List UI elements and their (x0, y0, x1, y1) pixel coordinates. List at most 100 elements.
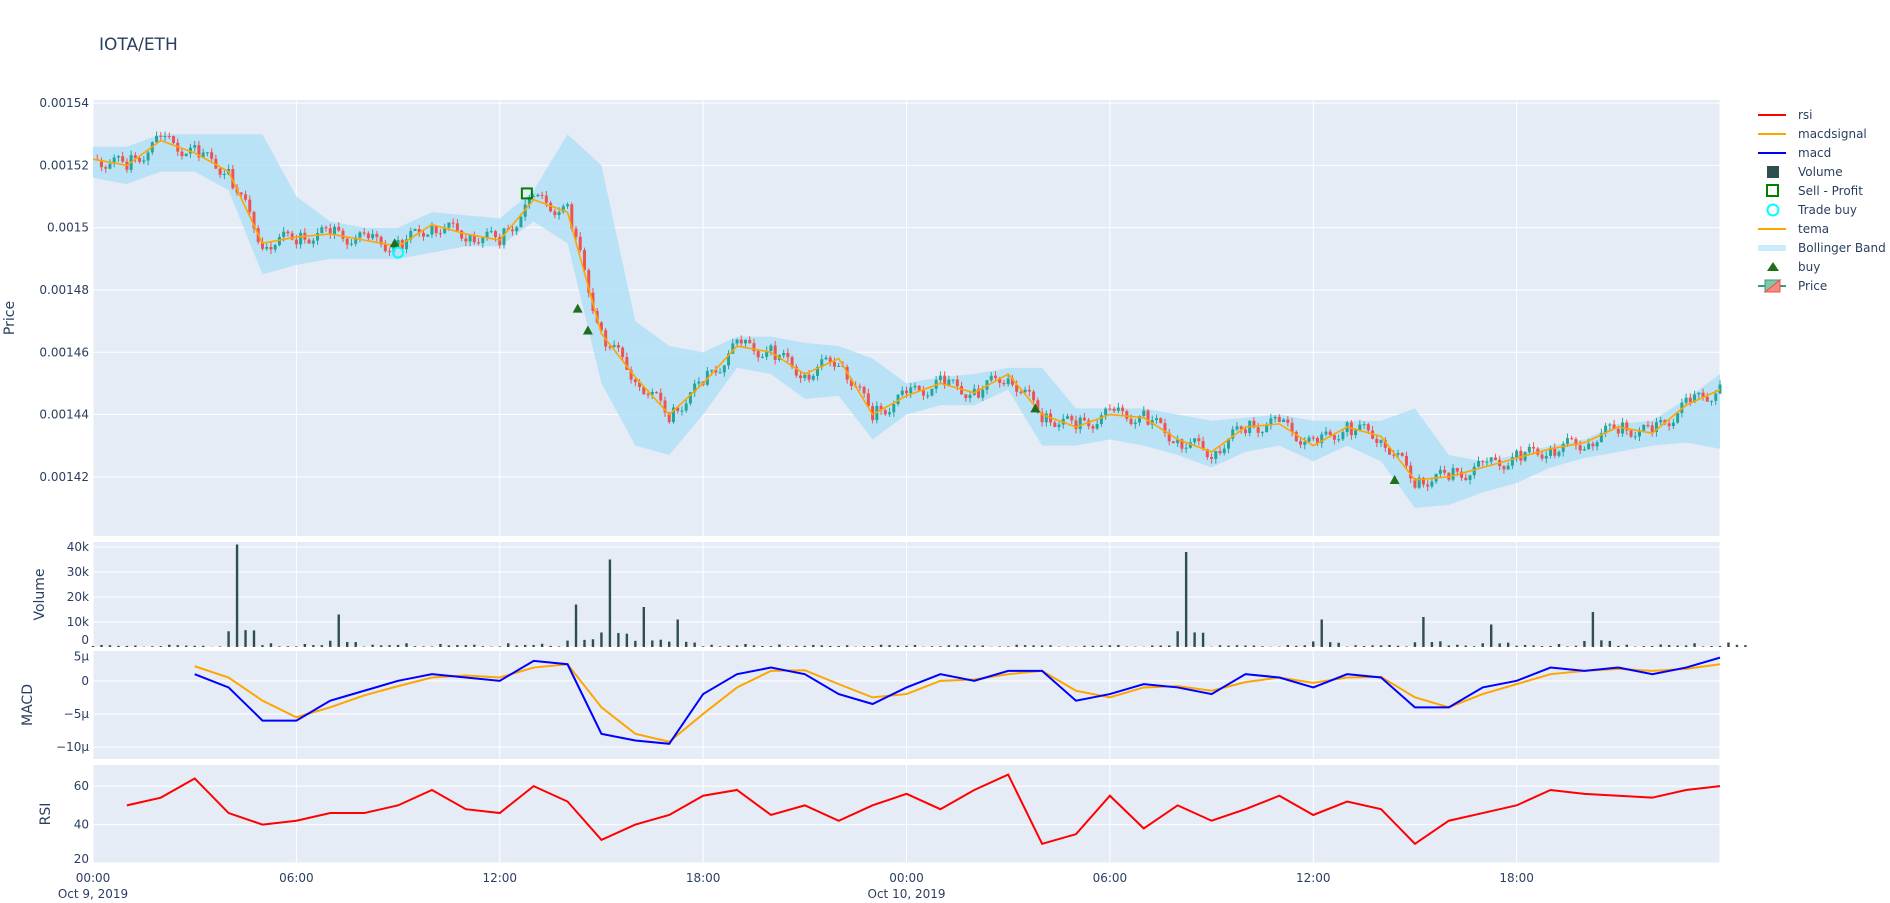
candle (1633, 436, 1637, 438)
legend-label: buy (1798, 260, 1820, 274)
volume-bar (1396, 645, 1400, 647)
candle (421, 232, 425, 237)
candle (977, 388, 981, 398)
legend-item-macd[interactable]: macd (1758, 146, 1831, 160)
volume-bar (1693, 643, 1696, 647)
candle (1676, 413, 1680, 423)
legend[interactable]: rsi macdsignal macd Volume Sell - Profit Trad… (1758, 108, 1886, 294)
candle (1421, 477, 1425, 485)
candle (193, 145, 197, 148)
volume-bar (1371, 645, 1374, 647)
volume-bar (1235, 645, 1239, 647)
candle (1646, 425, 1650, 427)
candle (1027, 389, 1031, 392)
candle (1667, 423, 1671, 427)
candle (735, 339, 739, 344)
candle (1684, 397, 1688, 403)
candle (405, 239, 409, 250)
volume-bar (1574, 645, 1578, 647)
volume-bar (1490, 624, 1493, 647)
volume-bar (1600, 640, 1603, 647)
volume-bar (591, 639, 595, 647)
volume-bar (1744, 645, 1747, 647)
candle (1417, 477, 1421, 488)
volume-bar (896, 645, 900, 647)
volume-bar (727, 645, 730, 647)
volume-bar (1422, 617, 1425, 647)
candle (1549, 447, 1553, 456)
candle (913, 385, 917, 388)
candle (1426, 484, 1430, 487)
candle (621, 347, 625, 358)
volume-bar (1439, 641, 1442, 647)
legend-item-rsi[interactable]: rsi (1758, 108, 1813, 122)
volume-bar (1244, 645, 1247, 647)
volume-bar (1100, 645, 1103, 647)
legend-label: Bollinger Band (1798, 241, 1886, 255)
legend-item-trade-buy[interactable]: Trade buy (1766, 203, 1858, 217)
volume-bar (1218, 645, 1222, 647)
candle (172, 136, 176, 143)
candle (714, 369, 718, 373)
candle (570, 204, 574, 229)
candle (1527, 446, 1531, 453)
volume-bar (795, 645, 798, 647)
candle (1489, 457, 1493, 462)
candle (1565, 438, 1569, 444)
trade-buy-marker (392, 246, 405, 259)
legend-item-price[interactable]: Price (1758, 278, 1827, 294)
candle (1701, 392, 1705, 397)
candle (1176, 439, 1180, 444)
x-tick-date: Oct 9, 2019 (58, 887, 128, 901)
candle (676, 407, 680, 411)
candle (1138, 415, 1142, 423)
candle (489, 231, 493, 233)
candle (1193, 438, 1197, 443)
candle (1383, 440, 1387, 448)
candle (1294, 431, 1298, 442)
candle (383, 244, 387, 252)
candle (1167, 432, 1171, 442)
candle (167, 136, 171, 138)
volume-bar (1617, 645, 1620, 647)
legend-item-buy[interactable]: buy (1767, 260, 1820, 274)
candle (396, 240, 400, 246)
candle (273, 245, 277, 250)
legend-item-sell-profit[interactable]: Sell - Profit (1766, 184, 1863, 198)
legend-label: Sell - Profit (1798, 184, 1863, 198)
candle (455, 223, 459, 231)
candle (434, 225, 438, 234)
volume-bar (413, 646, 417, 647)
candle (1082, 417, 1086, 421)
volume-bar (879, 644, 883, 647)
legend-item-tema[interactable]: tema (1758, 222, 1829, 236)
candle (858, 386, 862, 388)
volume-bar (1176, 631, 1179, 647)
candle (252, 211, 256, 229)
candle (1515, 450, 1519, 458)
volume-bar (1413, 642, 1417, 647)
candle (1171, 441, 1175, 444)
rsi-tick-label: 40 (74, 818, 89, 832)
candle (739, 339, 743, 344)
volume-bar (464, 645, 468, 647)
volume-bar (1117, 645, 1120, 647)
candle (184, 153, 188, 157)
candle (782, 352, 786, 356)
volume-bar (1523, 645, 1527, 647)
candle (426, 234, 430, 237)
volume-bar (998, 646, 1001, 647)
legend-item-macdsignal[interactable]: macdsignal (1758, 127, 1867, 141)
candle (820, 359, 824, 368)
volume-tick-label: 10k (67, 615, 89, 629)
volume-bar (693, 642, 696, 647)
candle (1112, 408, 1116, 411)
candle (1087, 420, 1091, 427)
candle (265, 246, 269, 249)
volume-bar (1727, 642, 1730, 647)
volume-bar (947, 645, 951, 647)
candle (998, 377, 1002, 383)
volume-bar (1320, 619, 1323, 647)
legend-item-bollinger-band[interactable]: Bollinger Band (1758, 241, 1886, 255)
legend-item-volume[interactable]: Volume (1767, 165, 1843, 179)
